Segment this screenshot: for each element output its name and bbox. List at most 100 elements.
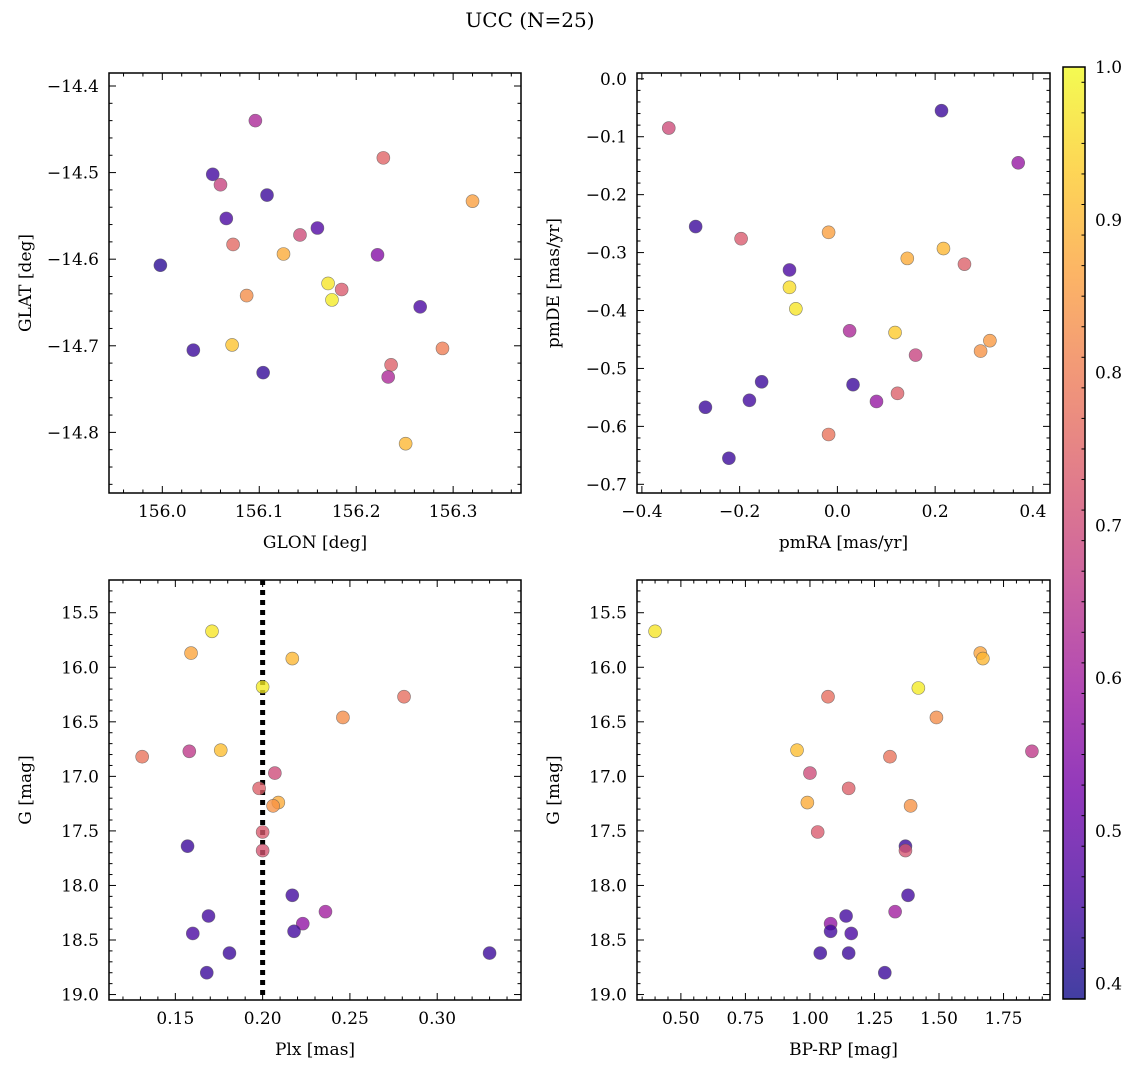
y-tick-label: −0.4 xyxy=(586,302,627,322)
y-tick-label: 17.0 xyxy=(61,767,99,787)
x-tick-label: 1.25 xyxy=(856,1009,894,1029)
scatter-point xyxy=(268,766,282,780)
scatter-point xyxy=(435,341,450,356)
scatter-point xyxy=(908,348,923,362)
y-axis-label: pmDE [mas/yr] xyxy=(544,218,564,348)
scatter-point xyxy=(973,344,988,358)
scatter-point xyxy=(248,113,263,128)
plot-frame xyxy=(108,579,522,1001)
scatter-point xyxy=(255,680,270,694)
x-tick-label: −0.2 xyxy=(719,502,760,522)
x-tick-label: 156.1 xyxy=(235,502,284,522)
panel-plx-g: 0.15 0.20 0.25 0.30 15.5 16.0 16.5 17.0 17.5 18.0… xyxy=(16,579,522,1060)
scatter-point xyxy=(285,888,300,903)
y-axis-label: G [mag] xyxy=(544,755,564,824)
y-tick-label: 18.5 xyxy=(61,931,99,951)
y-tick-label: −0.2 xyxy=(586,186,627,206)
scatter-point xyxy=(934,103,949,118)
scatter-point xyxy=(903,799,918,813)
y-tick-label: 16.5 xyxy=(61,713,99,733)
scatter-point xyxy=(648,624,662,639)
scatter-point xyxy=(255,825,270,839)
x-tick-label: 0.50 xyxy=(662,1009,700,1029)
scatter-point xyxy=(225,338,239,352)
scatter-point xyxy=(821,427,836,442)
scatter-point xyxy=(957,257,972,271)
y-tick-label: −0.3 xyxy=(586,244,627,264)
y-tick-label: 19.0 xyxy=(61,986,99,1006)
scatter-point xyxy=(310,221,325,235)
scatter-point xyxy=(213,743,228,757)
scatter-point xyxy=(742,393,757,408)
colorbar-frame xyxy=(1062,66,1086,1000)
scatter-point xyxy=(983,333,997,348)
x-tick-label: 0.25 xyxy=(331,1009,369,1029)
colorbar-gradient xyxy=(1063,67,1085,999)
scatter-point xyxy=(842,323,857,338)
scatter-point xyxy=(381,370,395,384)
y-tick-label: −0.6 xyxy=(586,417,627,437)
scatter-point xyxy=(186,343,201,357)
scatter-point xyxy=(888,904,902,919)
scatter-point xyxy=(321,276,335,291)
y-tick-label: −14.5 xyxy=(47,164,99,184)
scatter-point xyxy=(821,225,836,240)
scatter-point xyxy=(782,280,797,295)
scatter-point xyxy=(482,946,497,960)
scatter-point xyxy=(239,288,254,303)
y-tick-label: 18.0 xyxy=(589,876,627,896)
scatter-point xyxy=(153,258,168,273)
scatter-point xyxy=(841,781,856,796)
scatter-point xyxy=(1025,744,1039,759)
scatter-point xyxy=(846,377,860,392)
x-axis-label: BP-RP [mag] xyxy=(789,1040,898,1060)
y-tick-label: 19.0 xyxy=(589,986,627,1006)
scatter-point xyxy=(877,965,892,980)
x-tick-label: 0.75 xyxy=(726,1009,764,1029)
colorbar-tick-label: 0.7 xyxy=(1095,516,1122,536)
scatter-point xyxy=(821,689,835,704)
y-tick-label: −14.7 xyxy=(47,337,99,357)
scatter-point xyxy=(890,386,905,401)
x-tick-label: 1.50 xyxy=(920,1009,958,1029)
scatter-point xyxy=(334,282,349,297)
x-axis-label: pmRA [mas/yr] xyxy=(779,533,908,553)
scatter-point xyxy=(465,194,480,208)
colorbar-tick-label: 0.9 xyxy=(1095,211,1122,231)
panel-pmra-pmde: −0.4 −0.2 0.0 0.2 0.4 0.0 −0.1 −0.2 −0.3 −0.4 −0.5… xyxy=(544,70,1051,553)
plot-frame xyxy=(636,579,1051,1001)
x-tick-label: 0.15 xyxy=(156,1009,194,1029)
scatter-point xyxy=(936,241,951,256)
x-tick-label: 0.4 xyxy=(1019,502,1046,522)
colorbar-tick-label: 0.5 xyxy=(1095,822,1122,842)
y-tick-label: 17.5 xyxy=(61,822,99,842)
x-axis-label: GLON [deg] xyxy=(263,533,367,553)
scatter-point xyxy=(293,228,307,242)
scatter-point xyxy=(782,263,797,277)
scatter-point xyxy=(276,247,291,261)
scatter-point xyxy=(844,926,859,941)
scatter-point xyxy=(869,394,884,409)
y-tick-label: 0.0 xyxy=(600,70,627,90)
scatter-point xyxy=(180,839,195,853)
y-tick-label: −0.5 xyxy=(586,359,627,379)
scatter-point xyxy=(790,743,804,757)
y-tick-label: 18.0 xyxy=(61,876,99,896)
scatter-point xyxy=(287,924,301,939)
colorbar: 0.4 0.5 0.6 0.7 0.8 0.9 1.0 xyxy=(1062,58,1122,1000)
scatter-point xyxy=(135,749,149,764)
colorbar-tick-label: 0.6 xyxy=(1095,669,1122,689)
scatter-point xyxy=(911,681,926,695)
scatter-point xyxy=(318,904,333,919)
y-tick-label: 17.5 xyxy=(589,822,627,842)
x-tick-label: 156.0 xyxy=(138,502,187,522)
y-tick-label: −0.1 xyxy=(586,128,627,148)
y-tick-label: 16.5 xyxy=(589,713,627,733)
y-tick-label: −14.6 xyxy=(47,250,99,270)
scatter-point xyxy=(184,646,198,660)
x-tick-label: 0.20 xyxy=(244,1009,282,1029)
scatter-point xyxy=(384,358,398,372)
scatter-point xyxy=(803,766,817,780)
panel-bprp-g: 0.50 0.75 1.00 1.25 1.50 1.75 15.5 16.0 16.5 17.0… xyxy=(544,579,1051,1060)
